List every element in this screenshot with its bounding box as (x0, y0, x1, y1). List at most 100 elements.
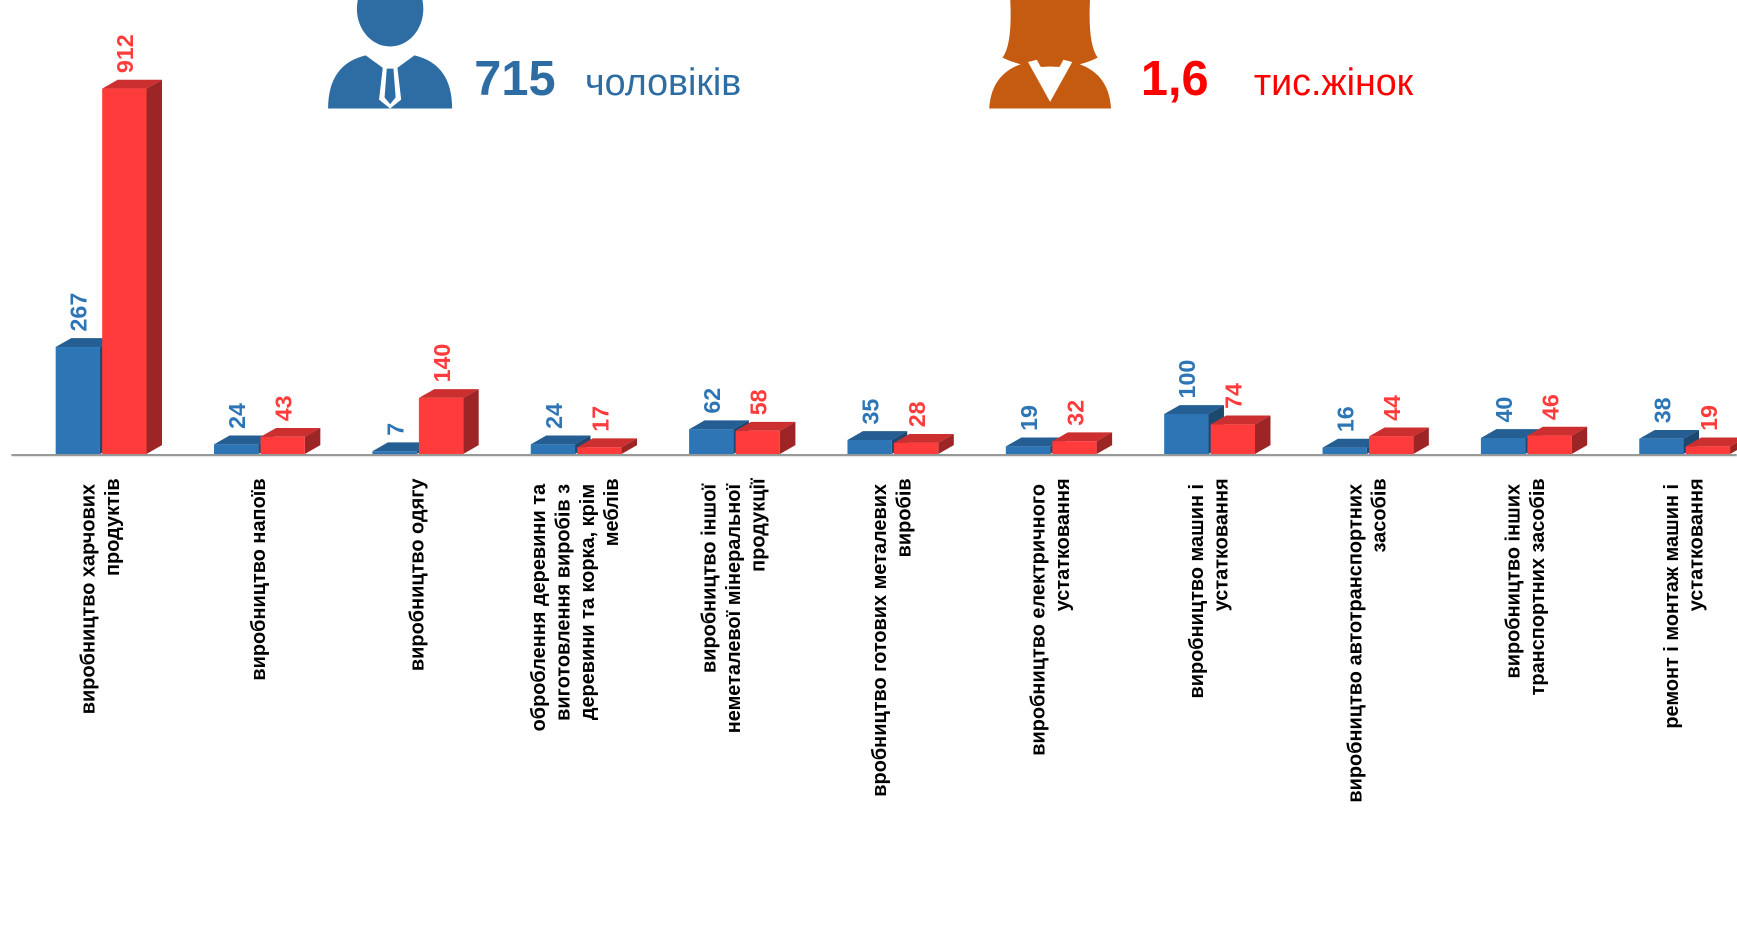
data-label: 912 (112, 34, 138, 73)
bar-front (1369, 436, 1414, 455)
bar (1369, 427, 1429, 455)
bar-front (55, 347, 100, 455)
bar-top (55, 338, 116, 348)
data-label: 7 (382, 423, 408, 436)
data-label: 32 (1062, 400, 1088, 426)
data-label: 62 (699, 388, 725, 414)
bar-top (1210, 415, 1271, 425)
x-tick-label: виробництво одягу (406, 478, 428, 671)
x-tick-label: виробництво іншої неметалевої мінерально… (699, 478, 770, 733)
bar (1685, 437, 1737, 455)
data-label: 44 (1379, 395, 1405, 421)
bar-top (1639, 429, 1700, 439)
bar-front (689, 429, 734, 455)
bar (1052, 432, 1113, 455)
x-tick-label: виробництво напоїв (248, 478, 270, 680)
data-label: 19 (1016, 405, 1042, 431)
bar-top (735, 421, 796, 431)
bar-front (530, 444, 576, 455)
x-tick-label: оброблення деревини та виготовлення виро… (528, 478, 623, 731)
bar-top (1685, 437, 1737, 447)
bar (577, 438, 638, 455)
bar-top (214, 435, 274, 445)
bar-front (102, 88, 147, 455)
bar-side (146, 79, 162, 455)
bar (1639, 429, 1700, 455)
bar-top (893, 433, 954, 443)
data-label: 43 (271, 395, 297, 421)
x-tick-label: виробництво машин і устатковання (1186, 478, 1232, 698)
bar-top (372, 442, 433, 452)
woman-icon (989, 0, 1112, 109)
men-total: 715 (474, 52, 555, 106)
bar-side (1413, 427, 1429, 455)
bar-top (1164, 405, 1224, 414)
bar (1210, 415, 1271, 455)
bar-top (102, 79, 162, 89)
women-total: 1,6 (1141, 52, 1209, 106)
data-label: 46 (1537, 394, 1563, 420)
bar-side (463, 389, 479, 455)
bar-front (418, 397, 464, 455)
data-label: 28 (904, 401, 930, 427)
data-label: 267 (66, 293, 92, 332)
data-label: 74 (1221, 383, 1247, 409)
bar-front (1639, 438, 1684, 455)
bar (1527, 426, 1588, 455)
x-tick-label: виробництво інших транспортних засобів (1503, 478, 1549, 695)
data-label: 24 (224, 403, 250, 429)
bar-front (1322, 447, 1367, 455)
data-label: 19 (1696, 405, 1722, 431)
data-label: 140 (429, 344, 455, 383)
bar (847, 431, 908, 455)
data-label: 24 (541, 403, 567, 429)
bar-side (304, 427, 321, 455)
data-label: 35 (857, 399, 883, 425)
bar-front (214, 444, 259, 455)
bar-top (1052, 432, 1113, 442)
bar-front (1480, 438, 1526, 455)
bar-front (260, 436, 305, 455)
bar-top (1369, 427, 1429, 437)
bar (893, 433, 954, 455)
men-unit: чоловіків (585, 61, 741, 103)
bar-front (1164, 413, 1209, 455)
bar-top (689, 420, 749, 430)
bar-side (1571, 426, 1588, 455)
bar-front (893, 442, 939, 455)
bar-front (735, 430, 780, 455)
bar-top (260, 427, 321, 437)
bar-top (1005, 437, 1066, 447)
data-label: 58 (746, 389, 772, 415)
bar-front (1685, 446, 1731, 455)
bar-front (1005, 446, 1051, 455)
x-tick-label: виробництво харчових продуктів (77, 478, 123, 714)
bar-front (1527, 435, 1572, 455)
x-tick-label: вробництво готових металевих виробів (869, 478, 915, 796)
bar-side (1254, 415, 1271, 455)
data-label: 100 (1174, 360, 1200, 399)
bar (735, 421, 796, 455)
bar (418, 389, 479, 455)
bar-top (530, 435, 591, 445)
women-unit: тис.жінок (1254, 61, 1414, 103)
bar-top (1527, 426, 1588, 436)
bar-side (621, 438, 638, 455)
x-tick-label: виробництво автотранспортних засобів (1344, 478, 1390, 802)
bar-top (847, 431, 908, 441)
bar-front (372, 451, 417, 455)
man-icon (328, 0, 453, 109)
bar-front (1052, 441, 1097, 455)
bar-top (1480, 429, 1541, 439)
bar (102, 79, 162, 455)
bar-top (577, 438, 638, 448)
bar (260, 427, 321, 455)
data-label: 17 (587, 406, 613, 432)
x-tick-label: ремонт і монтаж машин і устатковання (1661, 478, 1707, 728)
bar-side (779, 421, 796, 455)
bar-side (1730, 442, 1737, 455)
data-label: 40 (1491, 397, 1517, 423)
data-label: 38 (1649, 397, 1675, 423)
bar-front (1210, 424, 1255, 455)
